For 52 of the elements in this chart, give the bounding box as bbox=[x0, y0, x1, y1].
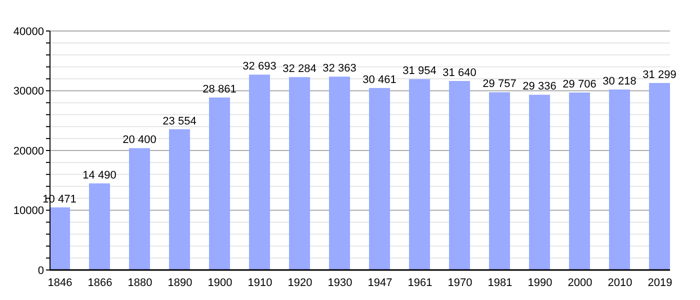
data-label: 29 336 bbox=[522, 80, 556, 93]
x-tick-label: 1981 bbox=[488, 276, 512, 289]
x-tick-label: 1930 bbox=[328, 276, 352, 289]
x-tick-label: 2010 bbox=[608, 276, 632, 289]
x-tick-label: 1947 bbox=[368, 276, 392, 289]
data-label: 23 554 bbox=[162, 115, 196, 128]
x-tick-label: 2019 bbox=[648, 276, 672, 289]
data-label: 14 490 bbox=[82, 169, 116, 182]
y-tick-label: 10000 bbox=[13, 205, 44, 218]
bar bbox=[369, 88, 390, 270]
y-tick-label: 20000 bbox=[13, 145, 44, 158]
bar bbox=[249, 74, 270, 270]
bar bbox=[449, 80, 470, 270]
data-label: 32 284 bbox=[282, 63, 316, 76]
x-tick-label: 1880 bbox=[128, 276, 152, 289]
bar bbox=[89, 183, 110, 270]
data-label: 29 757 bbox=[482, 78, 516, 90]
bar bbox=[50, 207, 70, 270]
bar bbox=[289, 77, 310, 270]
data-label: 20 400 bbox=[122, 134, 156, 146]
bar bbox=[529, 94, 550, 270]
bar bbox=[129, 148, 150, 270]
data-label: 32 693 bbox=[242, 60, 276, 73]
bar bbox=[329, 76, 350, 270]
x-tick-label: 1910 bbox=[248, 276, 272, 289]
data-label: 30 218 bbox=[602, 75, 636, 88]
x-tick-label: 1866 bbox=[88, 276, 112, 289]
x-tick-label: 1961 bbox=[408, 276, 432, 289]
x-tick-label: 1890 bbox=[168, 276, 192, 289]
bar bbox=[569, 92, 590, 270]
data-label: 30 461 bbox=[362, 74, 396, 86]
y-tick-label: 0 bbox=[38, 264, 44, 277]
y-tick-label: 30000 bbox=[13, 86, 44, 98]
bar bbox=[169, 129, 190, 270]
data-label: 28 861 bbox=[202, 84, 236, 96]
data-label: 31 640 bbox=[442, 66, 476, 79]
x-tick-label: 1920 bbox=[288, 276, 312, 289]
bar bbox=[489, 92, 510, 270]
x-tick-label: 2000 bbox=[568, 276, 592, 289]
data-label: 31 954 bbox=[402, 65, 436, 78]
bar bbox=[409, 79, 430, 270]
bar bbox=[649, 82, 670, 270]
data-label: 31 299 bbox=[642, 68, 676, 81]
bar bbox=[609, 89, 630, 270]
x-tick-label: 1970 bbox=[448, 276, 472, 289]
y-tick-label: 40000 bbox=[13, 26, 44, 38]
data-label: 29 706 bbox=[562, 78, 596, 91]
bar bbox=[209, 98, 230, 270]
data-label: 32 363 bbox=[322, 62, 356, 75]
x-tick-label: 1846 bbox=[48, 276, 72, 289]
x-tick-label: 1900 bbox=[208, 276, 232, 289]
x-tick-label: 1990 bbox=[528, 276, 552, 289]
